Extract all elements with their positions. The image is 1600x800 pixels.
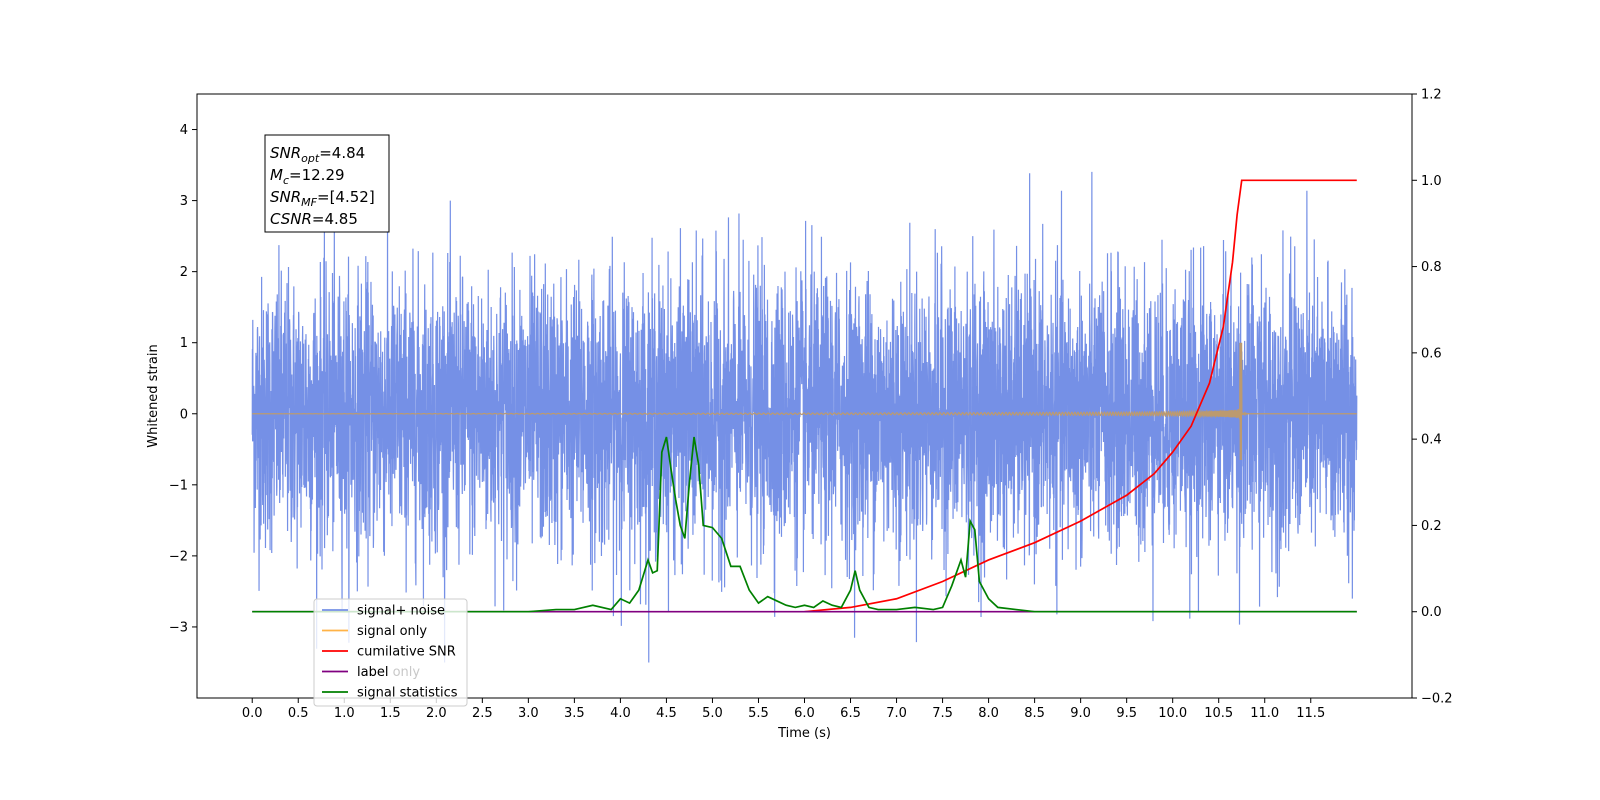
series-signal-statistics-line (252, 436, 1357, 613)
x-tick-label: 2.5 (472, 706, 493, 721)
stats-line: CSNR=4.85 (270, 210, 358, 228)
x-tick-label: 0.5 (288, 706, 309, 721)
x-tick-label: 11.0 (1250, 706, 1279, 721)
x-tick-label: 4.5 (656, 706, 677, 721)
x-tick-label: 6.0 (794, 706, 815, 721)
y-tick-label: −2 (169, 549, 188, 564)
x-tick-label: 3.0 (518, 706, 539, 721)
y2-tick-label: 1.0 (1421, 174, 1442, 189)
y-tick-label: 2 (180, 265, 188, 280)
y2-tick-label: 1.2 (1421, 88, 1442, 103)
stats-value: =4.84 (319, 144, 365, 162)
x-tick-label: 8.0 (978, 706, 999, 721)
stats-subscript: c (283, 174, 289, 187)
legend-label: signal statistics (357, 686, 458, 701)
y-tick-label: 0 (180, 407, 188, 422)
y2-tick-label: 0.0 (1421, 605, 1442, 620)
legend-label: signal+ noise (357, 604, 445, 619)
x-tick-label: 0.0 (242, 706, 263, 721)
x-tick-label: 5.5 (748, 706, 769, 721)
y2-tick-label: −0.2 (1421, 692, 1453, 707)
stats-value: =4.85 (312, 210, 358, 228)
stats-symbol: M (270, 166, 283, 184)
x-tick-label: 6.5 (840, 706, 861, 721)
legend-frame (313, 598, 468, 707)
legend-label: signal only (357, 624, 427, 639)
series-cumilative-snr-line (804, 179, 1357, 613)
x-tick-label: 1.5 (380, 706, 401, 721)
stats-line: SNRMF=[4.52] (270, 188, 375, 209)
x-tick-label: 10.5 (1204, 706, 1233, 721)
series-signal-noise-line (251, 171, 1358, 663)
legend: signal+ noise signal only cumilative SNR la… (313, 598, 468, 707)
y-tick-label: 1 (180, 336, 188, 351)
x-tick-label: 8.5 (1024, 706, 1045, 721)
x-tick-label: 7.5 (932, 706, 953, 721)
stats-value: =12.29 (289, 166, 345, 184)
y-axis-label: Whitened strain (146, 344, 161, 447)
x-axis-ticks: 0.0 0.5 1.0 1.5 2.0 2.5 3.0 3.5 4.0 4.5 5.0 5.5 6.0 6… (242, 698, 1325, 721)
stats-subscript: opt (301, 152, 320, 165)
stats-symbol: SNR (270, 144, 301, 162)
y-axis-left-ticks: −3 −2 −1 0 1 2 3 4 (169, 123, 197, 635)
x-tick-label: 5.0 (702, 706, 723, 721)
y2-tick-label: 0.4 (1421, 433, 1442, 448)
x-tick-label: 10.0 (1158, 706, 1187, 721)
x-tick-label: 7.0 (886, 706, 907, 721)
series-signal-only-line (252, 342, 1357, 460)
x-axis-label: Time (s) (777, 726, 831, 741)
x-tick-label: 3.5 (564, 706, 585, 721)
x-tick-label: 2.0 (426, 706, 447, 721)
stats-line: Mc=12.29 (270, 166, 345, 187)
legend-label-faded: label only (357, 665, 420, 680)
y2-tick-label: 0.8 (1421, 260, 1442, 275)
y-tick-label: −3 (169, 620, 188, 635)
x-tick-label: 11.5 (1296, 706, 1325, 721)
legend-label: label (357, 665, 388, 680)
x-tick-label: 9.0 (1070, 706, 1091, 721)
x-tick-label: 1.0 (334, 706, 355, 721)
stats-symbol: SNR (270, 188, 301, 206)
stats-line: SNRopt=4.84 (270, 144, 365, 165)
x-tick-label: 9.5 (1116, 706, 1137, 721)
stats-symbol: CSNR (270, 210, 312, 228)
y2-tick-label: 0.6 (1421, 346, 1442, 361)
y-axis-right-ticks: −0.2 0.0 0.2 0.4 0.6 0.8 1.0 1.2 (1412, 88, 1453, 707)
x-tick-label: 4.0 (610, 706, 631, 721)
stats-value: =[4.52] (317, 188, 375, 206)
y-tick-label: −1 (169, 478, 188, 493)
y-tick-label: 3 (180, 194, 188, 209)
stats-box-frame (264, 134, 390, 233)
legend-label: cumilative SNR (357, 645, 456, 660)
y2-tick-label: 0.2 (1421, 519, 1442, 534)
y-tick-label: 4 (180, 123, 188, 138)
stats-subscript: MF (301, 196, 317, 209)
